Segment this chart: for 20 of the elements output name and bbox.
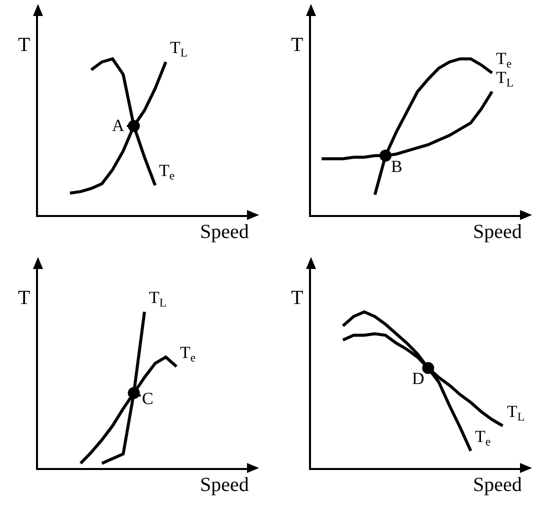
series-label: T$_{e}$ (496, 49, 512, 71)
series-label: T$_{e}$ (475, 427, 491, 449)
x-axis-title: Speed (200, 221, 249, 243)
annotation: B (391, 157, 402, 176)
series-label: T$_{L}$ (170, 38, 188, 60)
series-label: T$_{L}$ (149, 288, 167, 310)
x-axis-title: Speed (200, 474, 249, 496)
x-axis-title: Speed (473, 474, 522, 496)
y-axis-title: T (18, 34, 30, 56)
series-label: T$_{L}$ (507, 402, 525, 424)
series-label: T$_{e}$ (159, 161, 175, 183)
y-axis-title: T (18, 287, 30, 309)
annotation: C (142, 389, 154, 408)
annotation: A (112, 116, 125, 135)
series-label: T$_{L}$ (496, 68, 514, 90)
x-axis-title: Speed (473, 221, 522, 243)
annotation: D (412, 369, 424, 388)
y-axis-title: T (291, 287, 304, 309)
series-label: T$_{e}$ (180, 343, 196, 365)
y-axis-title: T (291, 34, 304, 56)
